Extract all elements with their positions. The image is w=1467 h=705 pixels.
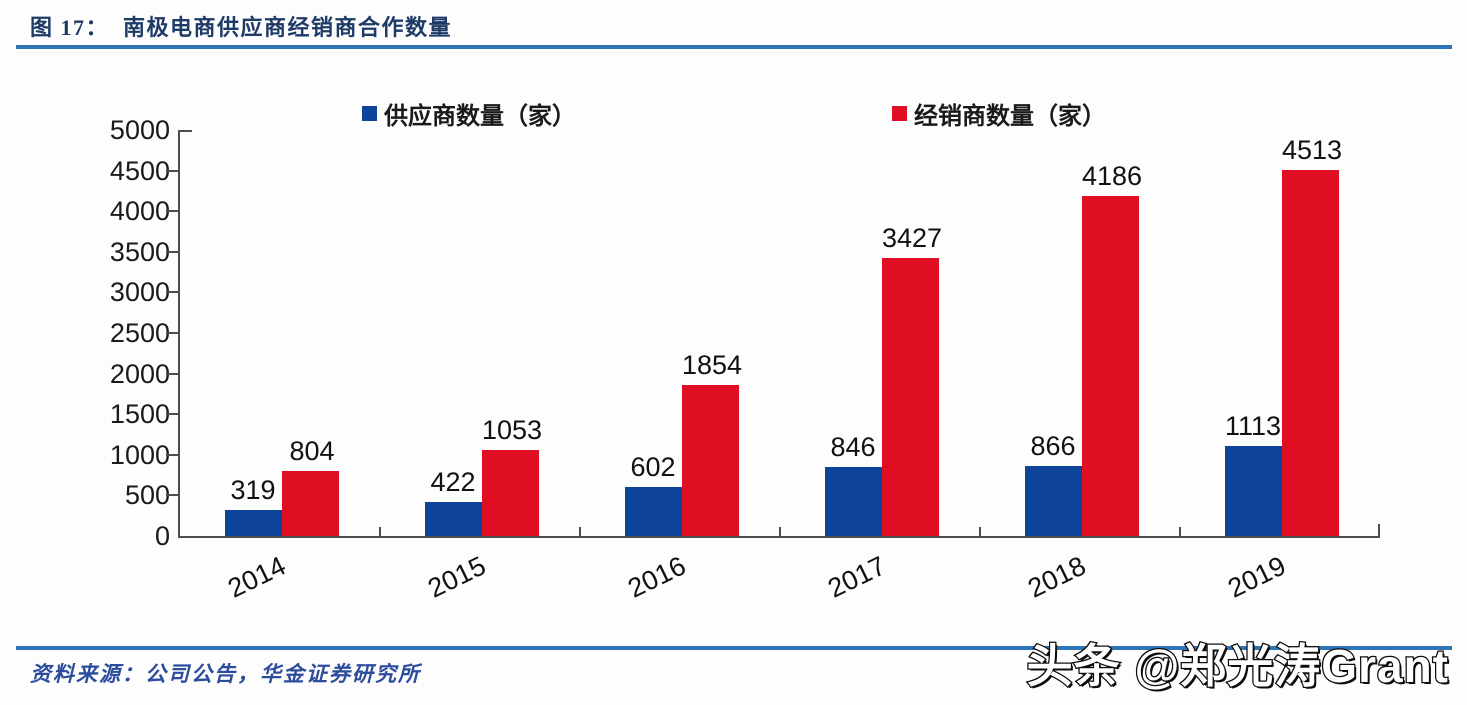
bar-distributor-2014 [282,470,339,536]
value-label-distributor-2018: 4186 [1081,161,1143,192]
value-label-distributor-2016: 1854 [681,350,743,381]
bar-supplier-2019 [1225,445,1282,536]
y-axis-tick-label: 1500 [109,399,170,430]
value-label-distributor-2014: 804 [289,435,335,466]
y-axis-tick-label: 4500 [109,155,170,186]
x-axis-end-cap-tick [1378,524,1380,536]
bar-distributor-2015 [482,450,539,536]
y-axis-tick-label: 2500 [109,318,170,348]
y-axis-tick-mark [166,372,178,375]
y-axis-tick-label: 500 [124,480,170,511]
value-label-supplier-2015: 422 [430,466,476,497]
title-divider-rule [16,45,1452,49]
value-label-supplier-2017: 846 [830,432,876,463]
value-label-supplier-2014: 319 [230,475,276,506]
figure-number-label: 图 17： [30,15,110,40]
y-axis-line [178,130,180,538]
bar-distributor-2017 [882,257,939,536]
bar-supplier-2015 [425,501,482,536]
value-label-supplier-2016: 602 [630,452,676,483]
x-axis-tick-mark [979,527,981,536]
y-axis-tick-label: 5000 [109,115,170,145]
y-axis-tick-label: 3500 [109,236,170,267]
y-axis-top-cap-tick [180,130,192,132]
legend-swatch-supplier-blue [362,106,377,121]
legend-label-supplier: 供应商数量（家） [384,103,576,130]
legend-swatch-distributor-red [892,106,907,121]
y-axis-tick-label: 2000 [109,358,170,389]
watermark-toutiao: 头条 @郑光涛Grant [1025,639,1449,694]
value-label-distributor-2019: 4513 [1281,134,1343,165]
bar-supplier-2018 [1025,465,1082,536]
y-axis-tick-label: 1000 [109,439,170,470]
y-axis-tick-label: 0 [154,521,170,551]
bar-supplier-2014 [225,510,282,536]
legend-label-distributor: 经销商数量（家） [914,103,1106,130]
figure-title: 图 17： 南极电商供应商经销商合作数量 [30,10,452,42]
footer-divider-rule [16,646,1452,650]
bar-distributor-2016 [682,385,739,536]
source-attribution: 资料来源：公司公告，华金证券研究所 [30,662,421,686]
y-axis-tick-mark [166,291,178,294]
bar-supplier-2017 [825,467,882,536]
y-axis-tick-mark [166,250,178,253]
bar-distributor-2018 [1082,196,1139,536]
figure-title-text: 南极电商供应商经销商合作数量 [123,15,453,40]
x-axis-tick-mark [1179,527,1181,536]
y-axis-tick-mark [166,169,178,172]
value-label-distributor-2015: 1053 [481,415,543,446]
y-axis-tick-mark [166,453,178,456]
bar-distributor-2019 [1282,169,1339,536]
y-axis-tick-mark [166,494,178,497]
legend-item-supplier: 供应商数量（家） [362,96,576,131]
value-label-distributor-2017: 3427 [881,222,943,253]
x-axis-line [178,536,1380,538]
value-label-supplier-2018: 866 [1030,430,1076,461]
legend-item-distributor: 经销商数量（家） [892,96,1106,131]
y-axis-tick-label: 4000 [109,196,170,227]
y-axis-tick-mark [166,210,178,213]
y-axis-tick-mark [166,332,178,334]
x-axis-tick-mark [579,527,581,536]
y-axis-tick-label: 3000 [109,277,170,308]
y-axis-tick-mark [166,413,178,416]
value-label-supplier-2019: 1113 [1224,410,1282,441]
x-axis-tick-mark [379,527,381,536]
bar-supplier-2016 [625,487,682,536]
x-axis-tick-mark [779,527,781,536]
